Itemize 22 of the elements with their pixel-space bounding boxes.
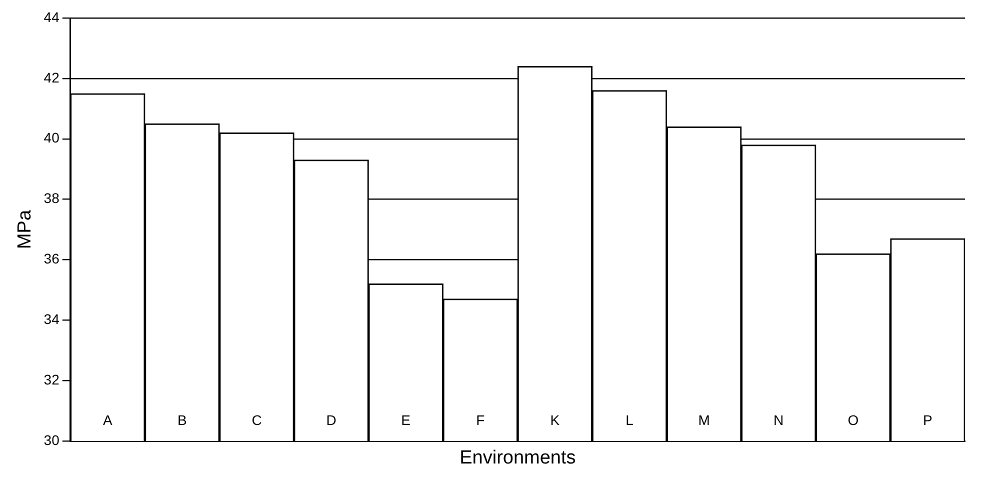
x-tick-label: K	[550, 412, 560, 428]
x-tick-label: D	[326, 412, 336, 428]
x-tick-label: M	[698, 412, 710, 428]
y-tick-label: 30	[44, 432, 60, 448]
y-tick-label: 34	[44, 311, 60, 327]
x-tick-label: C	[252, 412, 262, 428]
x-tick-label: F	[476, 412, 485, 428]
x-tick-label: E	[401, 412, 411, 428]
y-tick-label: 38	[44, 190, 60, 206]
x-tick-label: N	[774, 412, 784, 428]
y-axis-title: MPa	[14, 210, 36, 250]
y-tick-label: 42	[44, 69, 60, 86]
x-tick-label: P	[923, 412, 932, 428]
y-tick-label: 32	[44, 371, 60, 388]
x-axis-title: Environments	[460, 448, 576, 469]
y-tick-label: 36	[44, 250, 60, 267]
x-tick-label: B	[178, 412, 187, 428]
x-tick-label: L	[626, 412, 634, 428]
y-tick-label: 44	[44, 8, 60, 25]
x-tick-label: O	[848, 412, 859, 428]
x-tick-label: A	[102, 412, 113, 428]
y-tick-label: 40	[44, 130, 60, 146]
